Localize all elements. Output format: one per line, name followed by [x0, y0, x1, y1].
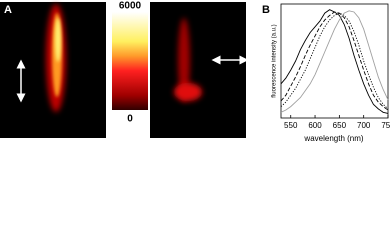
spectrum-line	[280, 9, 389, 114]
colorbar-min: 0	[127, 114, 133, 125]
x-tick-label: 600	[308, 121, 322, 130]
panel-label: B	[262, 4, 270, 16]
x-tick-label: 550	[284, 121, 298, 130]
image-left	[0, 2, 106, 138]
spectrum-line	[280, 12, 389, 110]
colorbar	[112, 12, 148, 110]
plot-frame	[280, 3, 389, 119]
image-right	[150, 2, 249, 138]
x-tick-label: 650	[333, 121, 347, 130]
x-tick-label: 750	[381, 121, 390, 130]
figure: A 6000 0 B wavelength (nm) fluorescence …	[0, 1, 390, 143]
panel-label: A	[4, 4, 12, 16]
spectrum-line	[280, 11, 389, 111]
y-axis-label: fluorescence intensity (a.u.)	[272, 24, 278, 97]
x-axis-label: wavelength (nm)	[303, 134, 363, 143]
spectrum-line	[280, 10, 389, 113]
x-tick-label: 700	[357, 121, 371, 130]
colorbar-max: 6000	[119, 1, 142, 12]
